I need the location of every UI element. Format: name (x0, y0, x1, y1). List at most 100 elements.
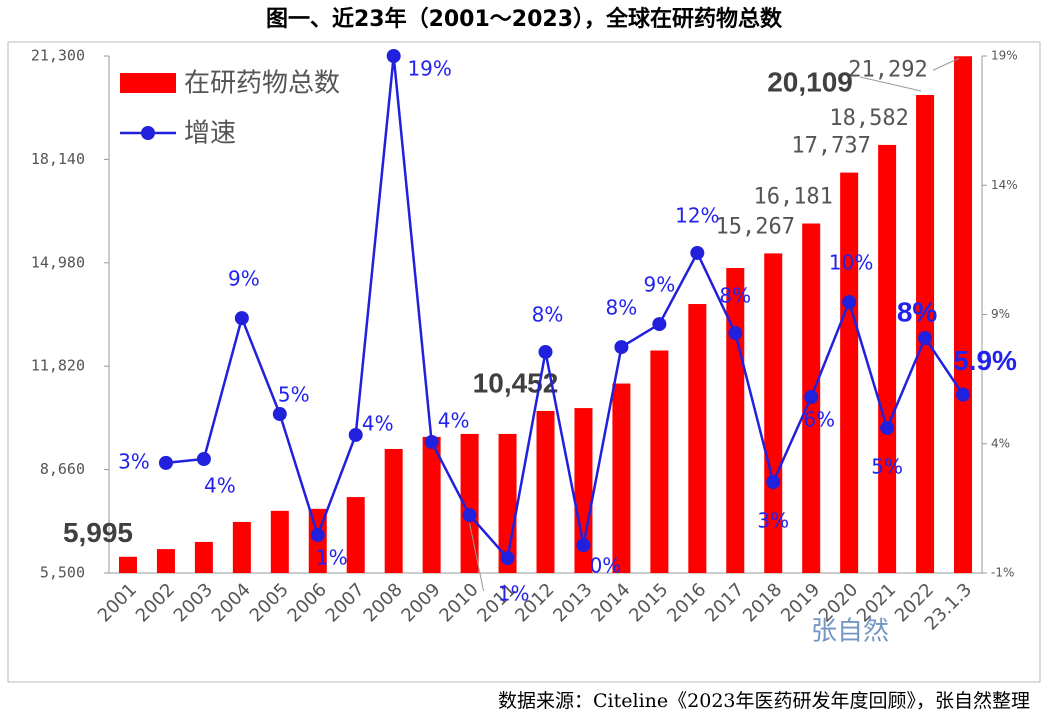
x-tick-label: 2003 (170, 579, 217, 626)
growth-point (538, 344, 553, 359)
legend-dot (141, 126, 155, 140)
growth-point (158, 455, 173, 470)
growth-point (234, 311, 249, 326)
leader (469, 522, 485, 592)
growth-label: 9% (644, 273, 676, 297)
bar (878, 144, 897, 574)
growth-point (918, 331, 933, 346)
growth-line (165, 55, 965, 561)
bar (764, 253, 783, 573)
x-tick-label: 2009 (397, 579, 444, 626)
growth-point (766, 475, 781, 490)
bar (840, 172, 859, 573)
bar (156, 549, 175, 573)
x-tick-label: 2001 (94, 579, 141, 626)
growth-label: 9% (228, 267, 260, 291)
y2-tick-label: 14% (991, 178, 1018, 192)
growth-point (500, 551, 515, 566)
x-tick-label: 2004 (208, 579, 255, 626)
bar (232, 521, 251, 573)
bar-label: 20,109 (767, 66, 853, 97)
x-tick-label: 2015 (625, 579, 672, 626)
growth-point (462, 508, 477, 523)
growth-label: 4% (204, 474, 236, 498)
legend-label: 在研药物总数 (184, 69, 340, 99)
x-tick-label: 2007 (322, 579, 369, 626)
growth-label: 8% (719, 284, 751, 308)
growth-label: 1% (316, 546, 348, 570)
x-tick-label: 2010 (435, 579, 482, 626)
growth-point (690, 245, 705, 260)
frame (7, 41, 1041, 683)
bar (346, 497, 365, 573)
bar (194, 541, 213, 573)
bar-label: 17,737 (791, 134, 870, 159)
x-tick-label: 2016 (663, 579, 710, 626)
x-tick-label: 2014 (587, 579, 634, 626)
y2-tick-label: 19% (991, 49, 1018, 63)
y-tick-label: 21,300 (31, 47, 85, 65)
growth-point (842, 295, 857, 310)
growth-point (424, 434, 439, 449)
bar (650, 350, 669, 573)
bar (688, 304, 707, 573)
growth-point (614, 340, 629, 355)
leader (932, 57, 960, 71)
x-tick-label: 2005 (246, 579, 293, 626)
bar (954, 56, 973, 573)
growth-point (728, 326, 743, 341)
bar (270, 510, 289, 573)
legend-swatch (120, 73, 176, 93)
x-tick-label: 2017 (701, 579, 748, 626)
growth-point (804, 389, 819, 404)
growth-point (272, 407, 287, 422)
y-tick-label: 14,980 (31, 253, 85, 271)
growth-point (348, 427, 363, 442)
bar-label: 16,181 (753, 185, 832, 210)
growth-label: 5.9% (953, 345, 1017, 376)
y2-tick-label: 9% (991, 307, 1010, 321)
bar (460, 433, 479, 573)
x-tick-label: 2006 (284, 579, 331, 626)
bar (612, 383, 631, 573)
growth-label: 3% (757, 509, 789, 533)
bar (726, 268, 745, 573)
bar-label: 5,995 (63, 517, 133, 548)
bar-label: 10,452 (473, 367, 559, 398)
watermark: 张自然 (811, 617, 889, 647)
growth-point (310, 528, 325, 543)
growth-label: 8% (897, 296, 938, 327)
bar (422, 436, 441, 573)
growth-label: 12% (675, 203, 719, 227)
y-tick-label: 5,500 (40, 564, 85, 582)
growth-label: 8% (532, 302, 564, 326)
y-tick-label: 8,660 (40, 460, 85, 478)
bar (536, 410, 555, 573)
bar (574, 408, 593, 573)
growth-label: 19% (407, 57, 451, 81)
leader (859, 76, 922, 92)
growth-label: 6% (803, 407, 835, 431)
y-tick-label: 18,140 (31, 150, 85, 168)
growth-point (652, 317, 667, 332)
growth-label: 1% (498, 582, 530, 606)
x-tick-label: 2013 (549, 579, 596, 626)
bar (384, 448, 403, 573)
bar-label: 18,582 (829, 106, 908, 131)
x-tick-label: 2008 (360, 579, 407, 626)
bar-label: 21,292 (848, 57, 927, 82)
growth-label: 3% (118, 449, 150, 473)
growth-label: 5% (871, 454, 903, 478)
y2-tick-label: -1% (991, 566, 1014, 580)
growth-label: 8% (606, 296, 638, 320)
x-tick-label: 2018 (739, 579, 786, 626)
chart-title: 图一、近23年（2001～2023），全球在研药物总数 (266, 6, 783, 32)
x-tick-label: 2002 (132, 579, 179, 626)
growth-point (880, 420, 895, 435)
growth-label: 4% (362, 411, 394, 435)
bar (118, 556, 137, 573)
growth-point (956, 387, 971, 402)
growth-point (196, 452, 211, 467)
y-tick-label: 11,820 (31, 357, 85, 375)
